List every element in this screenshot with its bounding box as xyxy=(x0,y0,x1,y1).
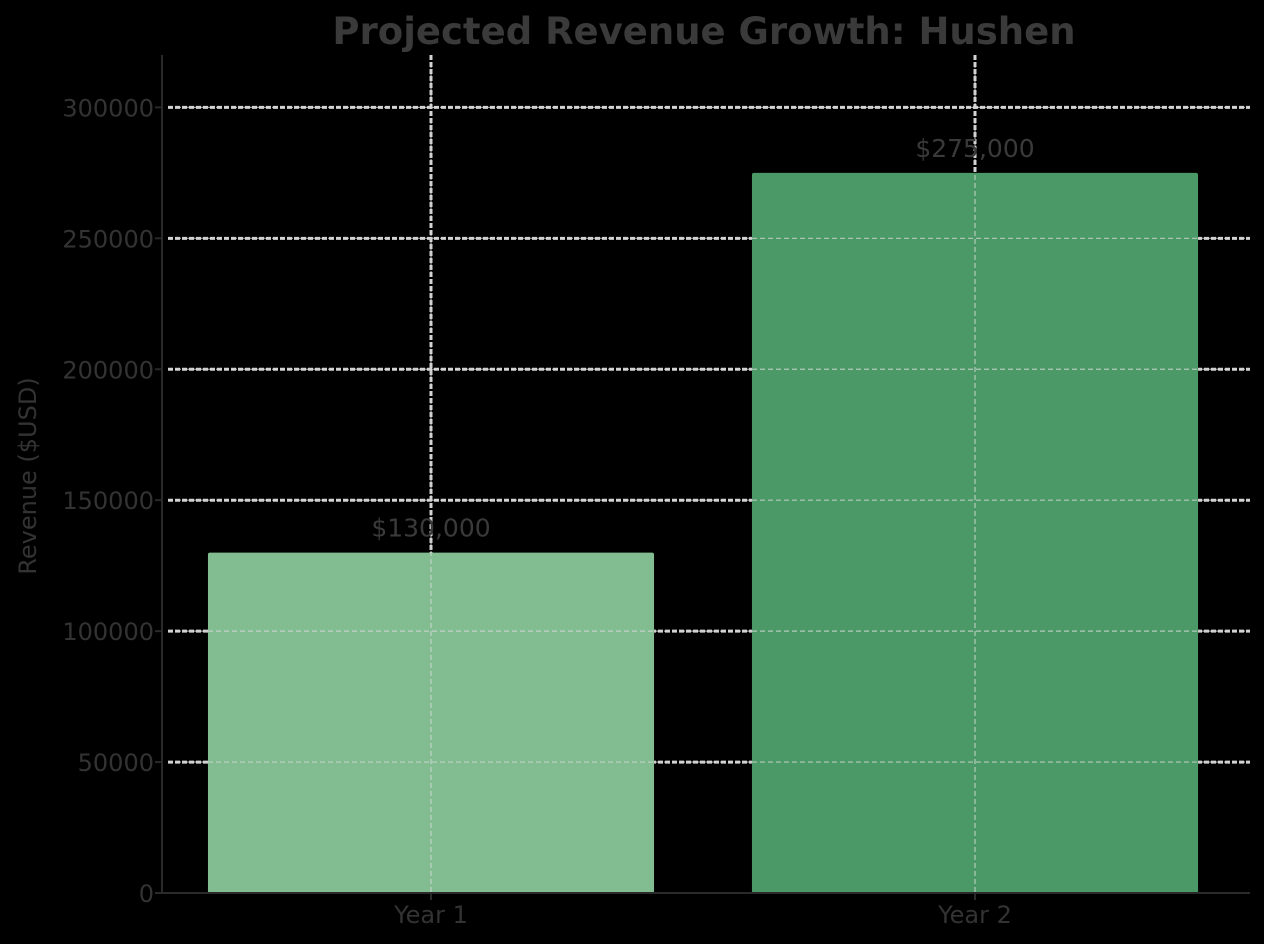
y-axis-label: Revenue ($USD) xyxy=(14,377,42,574)
bar-value-label: $130,000 xyxy=(371,514,490,543)
y-tick-label: 0 xyxy=(139,880,154,908)
chart-title: Projected Revenue Growth: Hushen xyxy=(332,10,1075,53)
y-tick-label: 150000 xyxy=(62,487,154,515)
y-tick-label: 200000 xyxy=(62,356,154,384)
y-tick-label: 50000 xyxy=(78,749,154,777)
bar-value-label: $275,000 xyxy=(915,134,1034,163)
bar-group xyxy=(207,172,1199,893)
x-tick-label: Year 1 xyxy=(393,901,468,929)
data-labels: $130,000 $275,000 xyxy=(371,134,1034,543)
y-tick-label: 300000 xyxy=(62,94,154,122)
x-axis-ticks: Year 1 Year 2 xyxy=(393,893,1012,929)
y-tick-label: 250000 xyxy=(62,225,154,253)
y-tick-label: 100000 xyxy=(62,618,154,646)
axes xyxy=(161,55,1250,894)
y-axis-ticks: 0 50000 100000 150000 200000 250000 300000 xyxy=(62,94,162,908)
grid-overlay xyxy=(168,55,1250,893)
bar-year-2 xyxy=(751,172,1199,893)
x-tick-label: Year 2 xyxy=(937,901,1012,929)
